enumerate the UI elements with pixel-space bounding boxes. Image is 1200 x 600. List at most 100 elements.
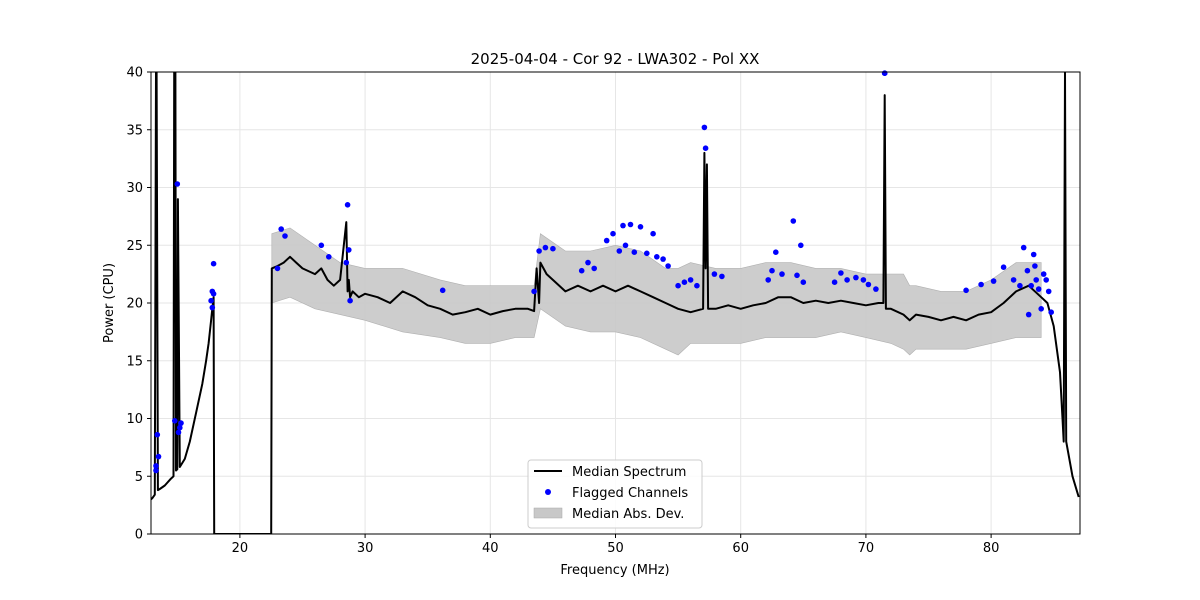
flagged-point xyxy=(610,230,616,237)
flagged-point xyxy=(591,265,597,272)
flagged-point xyxy=(209,304,216,311)
flagged-point xyxy=(702,145,709,151)
flagged-point xyxy=(585,259,591,266)
flagged-point xyxy=(1028,282,1034,289)
y-tick-label: 5 xyxy=(135,470,143,485)
flagged-point xyxy=(865,281,872,288)
flagged-point xyxy=(665,263,671,269)
y-tick-label: 0 xyxy=(135,528,143,543)
flagged-point xyxy=(990,278,997,284)
flagged-point xyxy=(765,277,771,283)
x-tick-label: 20 xyxy=(232,541,249,556)
flagged-points xyxy=(153,70,1054,474)
flagged-point xyxy=(210,260,217,267)
flagged-point xyxy=(873,286,879,292)
flagged-point xyxy=(153,463,159,469)
flagged-point xyxy=(346,247,352,253)
flagged-point xyxy=(711,271,718,277)
flagged-point xyxy=(172,418,178,424)
x-tick-label: 40 xyxy=(482,541,499,556)
flagged-point xyxy=(178,420,184,426)
flagged-point xyxy=(603,237,610,244)
flagged-point xyxy=(631,249,638,255)
x-axis-label: Frequency (MHz) xyxy=(560,563,669,578)
flagged-point xyxy=(831,279,838,286)
x-tick-label: 70 xyxy=(858,541,875,556)
flagged-point xyxy=(769,267,775,274)
flagged-point xyxy=(627,221,634,228)
flagged-point xyxy=(177,424,183,431)
y-tick-label: 15 xyxy=(126,354,143,369)
flagged-point xyxy=(155,453,162,460)
y-axis-ticks: 0 5 10 15 20 25 30 35 40 xyxy=(126,66,151,543)
flagged-point xyxy=(650,230,656,237)
flagged-point xyxy=(536,248,542,254)
flagged-point xyxy=(719,273,725,280)
flagged-point xyxy=(694,282,700,289)
flagged-point xyxy=(274,265,281,272)
flagged-point xyxy=(550,245,556,252)
flagged-point xyxy=(620,222,626,229)
flagged-point xyxy=(1000,264,1007,271)
flagged-point xyxy=(701,124,708,131)
x-axis-ticks: 20 30 40 50 60 70 80 xyxy=(232,534,1000,556)
flagged-point xyxy=(681,279,688,286)
y-tick-label: 25 xyxy=(126,239,143,254)
flagged-point xyxy=(616,248,623,254)
flagged-point xyxy=(644,250,650,257)
flagged-point xyxy=(844,277,850,283)
flagged-point xyxy=(1038,306,1044,312)
flagged-point xyxy=(660,256,666,262)
x-tick-label: 30 xyxy=(357,541,374,556)
flagged-point xyxy=(838,270,844,276)
flagged-point xyxy=(637,224,644,230)
legend-box xyxy=(527,459,703,529)
flagged-point xyxy=(344,202,351,208)
flagged-point xyxy=(687,277,694,283)
y-tick-label: 40 xyxy=(126,66,143,81)
flagged-point xyxy=(963,287,969,294)
flagged-point xyxy=(542,244,549,251)
flagged-point xyxy=(210,291,217,297)
legend: Median Spectrum Flagged Channels Median … xyxy=(527,459,703,529)
legend-flagged-swatch xyxy=(545,489,551,495)
median-spectrum-line xyxy=(151,72,1080,534)
plot-area xyxy=(151,70,1080,534)
flagged-point xyxy=(208,297,214,304)
plot-series-group xyxy=(151,72,1080,534)
flagged-point xyxy=(175,429,182,436)
flagged-point xyxy=(343,259,350,266)
flagged-point xyxy=(773,249,779,255)
flagged-point xyxy=(1017,282,1023,289)
flagged-point xyxy=(654,253,660,260)
flagged-point xyxy=(1040,271,1047,277)
flagged-point xyxy=(622,242,629,249)
legend-mad-label: Median Abs. Dev. xyxy=(572,507,684,522)
flagged-point xyxy=(1045,288,1052,295)
flagged-point xyxy=(790,218,797,224)
y-axis-label: Power (CPU) xyxy=(102,263,117,343)
flagged-point xyxy=(1024,267,1031,274)
flagged-point xyxy=(794,272,800,279)
flagged-point xyxy=(1020,244,1027,251)
x-tick-label: 50 xyxy=(607,541,624,556)
legend-flagged-label: Flagged Channels xyxy=(572,486,688,501)
flagged-point xyxy=(1025,311,1032,318)
flagged-point xyxy=(1043,277,1049,283)
flagged-point xyxy=(347,297,353,304)
flagged-point xyxy=(278,226,285,232)
flagged-point xyxy=(1032,263,1038,269)
flagged-point xyxy=(1030,251,1037,258)
flagged-point xyxy=(881,70,888,76)
flagged-point xyxy=(1033,277,1039,283)
flagged-point xyxy=(439,287,446,294)
flagged-point xyxy=(1035,286,1042,292)
flagged-point xyxy=(153,467,159,474)
y-tick-label: 20 xyxy=(126,297,143,312)
flagged-point xyxy=(798,242,804,249)
x-tick-label: 60 xyxy=(732,541,749,556)
x-tick-label: 80 xyxy=(983,541,1000,556)
flagged-point xyxy=(853,274,859,281)
flagged-point xyxy=(318,242,325,249)
